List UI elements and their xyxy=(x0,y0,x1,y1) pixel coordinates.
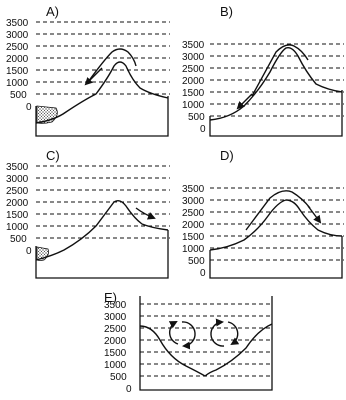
mountain-profile xyxy=(35,61,169,124)
tick-label: 3500 xyxy=(104,300,127,311)
tick-label: 3500 xyxy=(6,18,29,29)
tick-label: 3000 xyxy=(182,196,205,207)
valley-profile xyxy=(139,323,273,377)
tick-label: 3000 xyxy=(6,174,29,185)
tick-label: 2500 xyxy=(182,208,205,219)
mountain-profile xyxy=(209,199,343,251)
y-axis-ticks: 3500 3000 2500 2000 1500 1000 500 0 xyxy=(6,18,32,113)
downslope-arrow xyxy=(236,93,253,110)
tick-label: 1500 xyxy=(6,210,29,221)
panel-c: C) 3500 3000 2500 2000 1500 1000 500 0 xyxy=(6,148,170,279)
tick-label: 2000 xyxy=(104,336,127,347)
tick-label: 1000 xyxy=(104,360,127,371)
tick-label: 2500 xyxy=(6,186,29,197)
tick-label: 1500 xyxy=(6,66,29,77)
y-axis-ticks: 3500 3000 2500 2000 1500 1000 500 0 xyxy=(182,40,206,135)
tick-label: 3000 xyxy=(104,312,127,323)
tick-label: 2000 xyxy=(182,76,205,87)
tick-label: 1500 xyxy=(104,348,127,359)
panel-label: B) xyxy=(220,4,233,19)
cross-section-frame xyxy=(209,236,343,279)
panel-label: A) xyxy=(46,4,59,19)
flow-arc xyxy=(87,48,137,83)
flow-arc xyxy=(251,44,309,97)
rotor-arrow xyxy=(181,321,196,350)
downslope-arrow xyxy=(135,207,156,220)
gridlines xyxy=(210,187,344,261)
gridlines xyxy=(36,21,170,95)
tick-label: 0 xyxy=(26,102,32,113)
y-axis-ticks: 3500 3000 2500 2000 1500 1000 500 0 xyxy=(182,184,206,279)
cross-section-frame xyxy=(209,90,343,137)
tick-label: 500 xyxy=(110,372,127,383)
rotor-arrow xyxy=(168,321,179,345)
tick-label: 2500 xyxy=(104,324,127,335)
tick-label: 500 xyxy=(188,112,205,123)
panel-e: E) 3500 3000 2500 2000 1500 1000 500 0 xyxy=(104,290,273,395)
flow-arc xyxy=(245,190,311,231)
panel-label: D) xyxy=(220,148,234,163)
tick-label: 0 xyxy=(26,246,32,257)
mountain-profile xyxy=(35,199,169,261)
downslope-arrow xyxy=(84,67,103,86)
panel-label: C) xyxy=(46,148,60,163)
tick-label: 3500 xyxy=(6,162,29,173)
panel-d: D) 3500 3000 2500 2000 1500 1000 500 0 xyxy=(182,148,344,279)
tick-label: 1000 xyxy=(182,244,205,255)
panel-a: A) 3500 3000 2500 2000 1500 1000 500 0 xyxy=(6,4,170,137)
tick-label: 1000 xyxy=(182,100,205,111)
tick-label: 2500 xyxy=(182,64,205,75)
tick-label: 3000 xyxy=(6,30,29,41)
rotor-arrow xyxy=(227,321,240,346)
downslope-arrow xyxy=(307,205,322,224)
panel-b: B) 3500 3000 2500 2000 1500 1000 500 0 xyxy=(182,4,344,137)
y-axis-ticks: 3500 3000 2500 2000 1500 1000 500 0 xyxy=(6,162,32,257)
tick-label: 3500 xyxy=(182,184,205,195)
tick-label: 1500 xyxy=(182,232,205,243)
tick-label: 2000 xyxy=(6,54,29,65)
tick-label: 2000 xyxy=(6,198,29,209)
cross-section-frame xyxy=(35,96,169,137)
tick-label: 2000 xyxy=(182,220,205,231)
tick-label: 2500 xyxy=(6,42,29,53)
mountain-profile xyxy=(209,46,343,121)
right-rotor xyxy=(210,318,240,347)
gridlines xyxy=(140,303,270,377)
y-axis-ticks: 3500 3000 2500 2000 1500 1000 500 0 xyxy=(104,300,132,395)
cross-section-frame xyxy=(35,230,169,279)
tick-label: 3000 xyxy=(182,52,205,63)
valley-frame xyxy=(139,296,273,391)
tick-label: 1000 xyxy=(6,222,29,233)
left-rotor xyxy=(168,321,196,350)
tick-label: 0 xyxy=(200,268,206,279)
tick-label: 0 xyxy=(126,384,132,395)
gridlines xyxy=(36,165,170,239)
tick-label: 500 xyxy=(188,256,205,267)
tick-label: 3500 xyxy=(182,40,205,51)
gridlines xyxy=(210,43,344,117)
tick-label: 0 xyxy=(200,124,206,135)
tick-label: 500 xyxy=(10,234,27,245)
tick-label: 1500 xyxy=(182,88,205,99)
tick-label: 1000 xyxy=(6,78,29,89)
panel-label: E) xyxy=(104,290,117,305)
tick-label: 500 xyxy=(10,90,27,101)
rotor-arrow xyxy=(210,318,225,347)
